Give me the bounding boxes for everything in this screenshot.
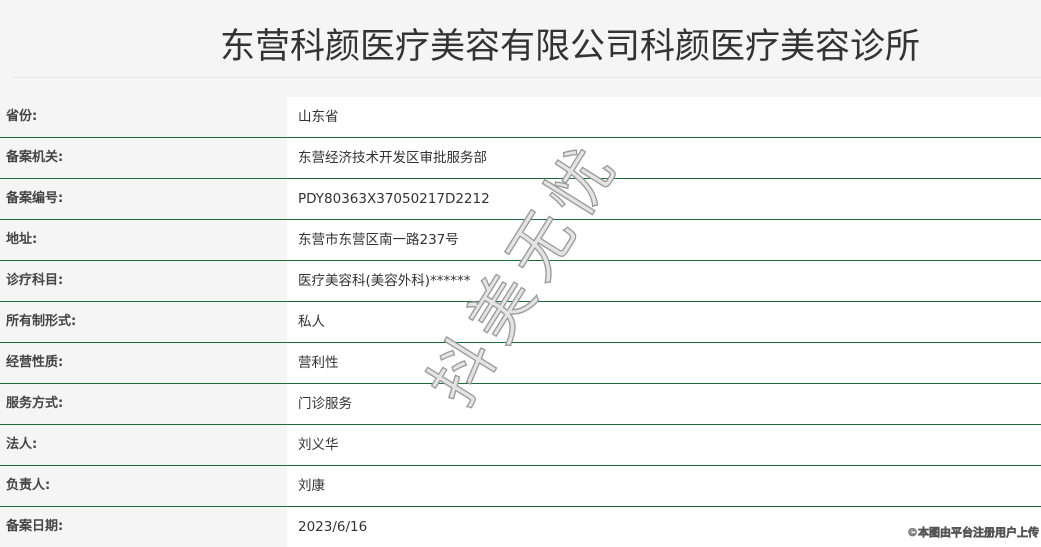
table-row: 备案日期: 2023/6/16 [0, 507, 1041, 547]
table-row: 所有制形式: 私人 [0, 302, 1041, 343]
table-row: 负责人: 刘康 [0, 466, 1041, 507]
table-row: 诊疗科目: 医疗美容科(美容外科)****** [0, 261, 1041, 302]
row-value: 营利性 [287, 343, 1041, 383]
table-row: 经营性质: 营利性 [0, 343, 1041, 384]
page-title: 东营科颜医疗美容有限公司科颜医疗美容诊所 [220, 27, 921, 67]
row-label: 地址: [6, 232, 38, 247]
row-value: 东营市东营区南一路237号 [287, 220, 1041, 260]
info-table: 省份: 山东省备案机关: 东营经济技术开发区审批服务部备案编号: PDY80363X3… [0, 97, 1041, 547]
row-value: 私人 [287, 302, 1041, 342]
table-row: 备案编号: PDY80363X37050217D2212 [0, 179, 1041, 220]
row-label: 省份: [6, 109, 38, 124]
row-value: 医疗美容科(美容外科)****** [287, 261, 1041, 301]
row-value: PDY80363X37050217D2212 [287, 179, 1041, 219]
row-label: 备案日期: [6, 519, 64, 534]
row-label: 所有制形式: [6, 314, 77, 329]
row-value: 门诊服务 [287, 384, 1041, 424]
header: 东营科颜医疗美容有限公司科颜医疗美容诊所 [0, 0, 1041, 97]
row-value: 东营经济技术开发区审批服务部 [287, 138, 1041, 178]
table-row: 地址: 东营市东营区南一路237号 [0, 220, 1041, 261]
row-value: 2023/6/16 [287, 507, 1041, 547]
table-row: 省份: 山东省 [0, 97, 1041, 138]
row-value: 山东省 [287, 97, 1041, 137]
row-label: 备案机关: [6, 150, 64, 165]
row-label: 诊疗科目: [6, 273, 64, 288]
table-row: 法人: 刘义华 [0, 425, 1041, 466]
upload-credit: ©本图由平台注册用户上传 [907, 526, 1040, 540]
row-value: 刘康 [287, 466, 1041, 506]
row-label: 服务方式: [6, 396, 64, 411]
row-label: 备案编号: [6, 191, 64, 206]
table-row: 备案机关: 东营经济技术开发区审批服务部 [0, 138, 1041, 179]
table-row: 服务方式: 门诊服务 [0, 384, 1041, 425]
row-label: 法人: [6, 437, 38, 452]
row-value: 刘义华 [287, 425, 1041, 465]
row-label: 负责人: [6, 478, 51, 493]
row-label: 经营性质: [6, 355, 64, 370]
header-divider [12, 77, 1041, 78]
